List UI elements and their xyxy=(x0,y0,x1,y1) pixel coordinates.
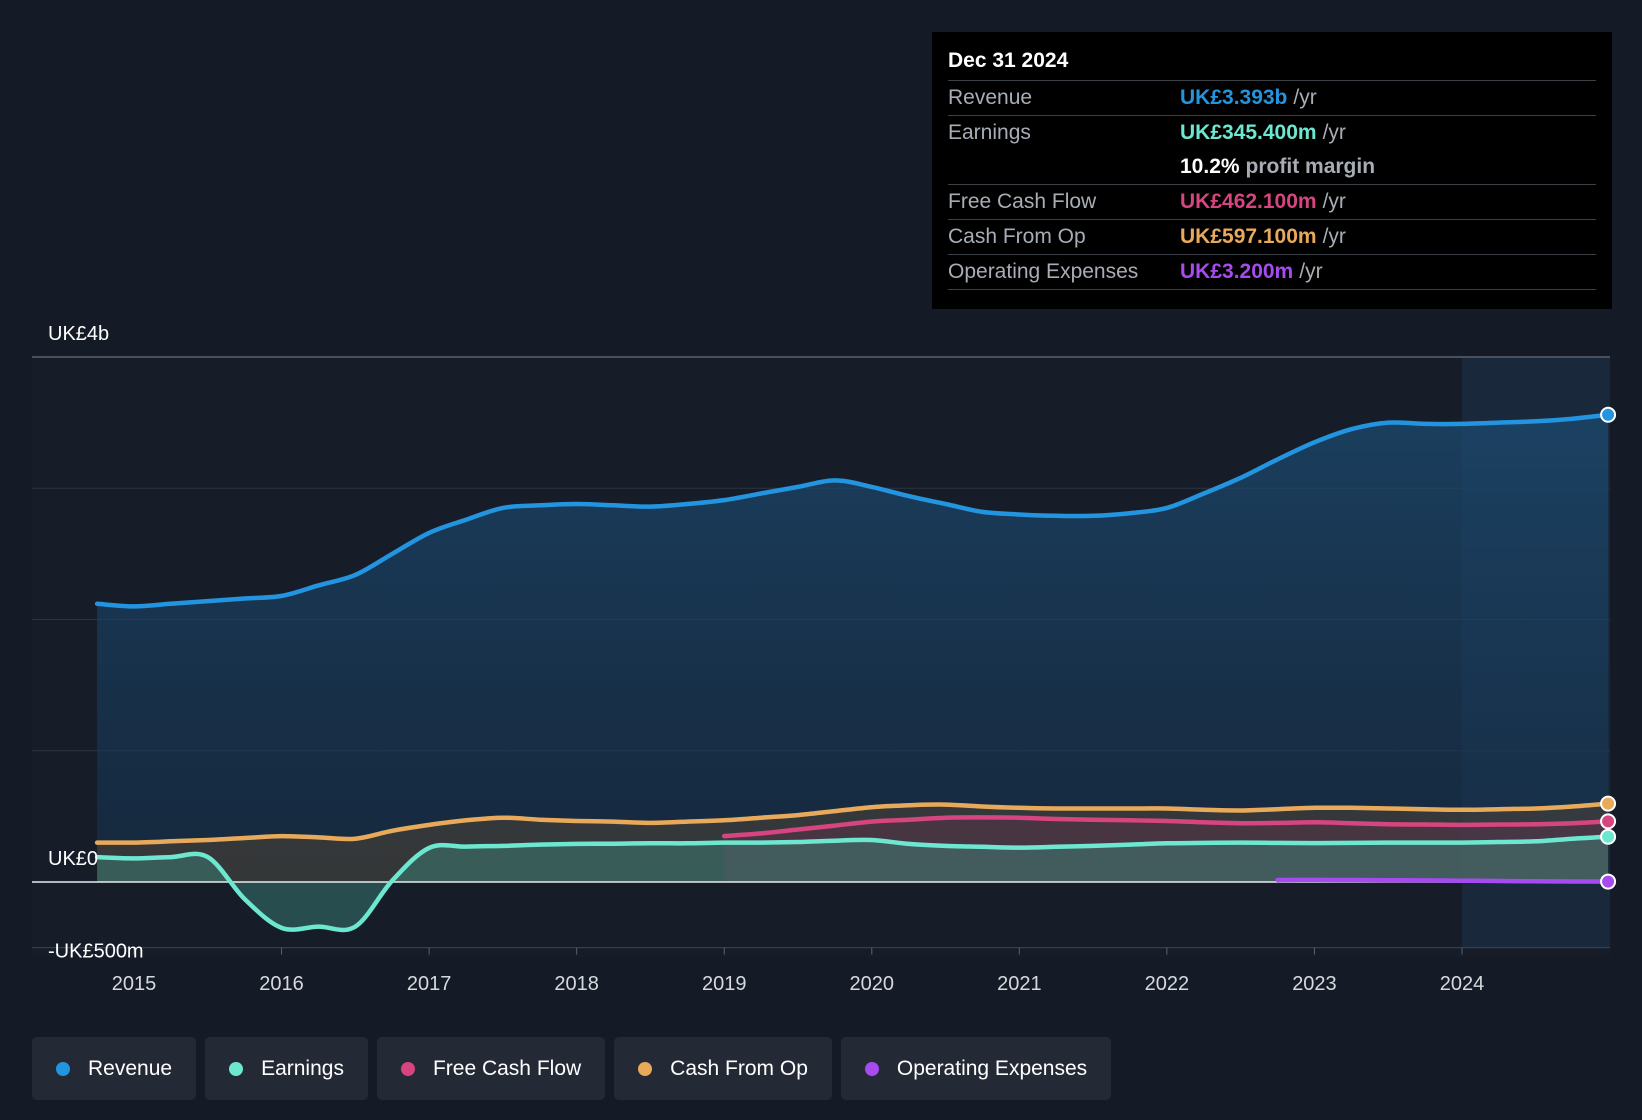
tooltip-cfo-unit: /yr xyxy=(1322,225,1346,248)
legend-item-cash-from-op[interactable]: Cash From Op xyxy=(614,1037,832,1100)
legend-label-earnings: Earnings xyxy=(261,1056,344,1080)
y-tick-label--500: -UK£500m xyxy=(48,941,144,963)
tooltip-cfo-label: Cash From Op xyxy=(948,225,1086,248)
x-tick-label-2017: 2017 xyxy=(407,973,452,995)
tooltip-row-fcf: Free Cash Flow UK£462.100m /yr xyxy=(948,184,1596,219)
revenue-end-marker xyxy=(1600,406,1617,423)
tooltip-opex-label: Operating Expenses xyxy=(948,260,1139,283)
opex-end-marker xyxy=(1600,873,1617,890)
fcf-area xyxy=(724,817,1609,882)
tooltip-panel: Dec 31 2024 Revenue UK£3.393b /yr Earnin… xyxy=(932,32,1612,309)
cfo-line xyxy=(94,801,1611,845)
earnings-end-marker xyxy=(1600,828,1617,845)
x-tick-label-2016: 2016 xyxy=(259,973,304,995)
tooltip-margin-value: 10.2% xyxy=(1180,155,1240,178)
tooltip-cfo-value: UK£597.100m xyxy=(1180,225,1317,248)
tooltip-row-opex: Operating Expenses UK£3.200m /yr xyxy=(948,254,1596,290)
tooltip-revenue-unit: /yr xyxy=(1293,86,1317,109)
x-tick-label-2021: 2021 xyxy=(997,973,1042,995)
revenue-line xyxy=(94,412,1611,609)
x-tick-label-2018: 2018 xyxy=(554,973,599,995)
tooltip-opex-value: UK£3.200m xyxy=(1180,260,1294,283)
legend-label-operating-expenses: Operating Expenses xyxy=(896,1056,1088,1080)
tooltip-row-revenue: Revenue UK£3.393b /yr xyxy=(948,80,1596,115)
tooltip-fcf-unit: /yr xyxy=(1322,190,1346,213)
tooltip-revenue-value: UK£3.393b xyxy=(1180,86,1288,109)
tooltip-opex-unit: /yr xyxy=(1299,260,1323,283)
x-tick-label-2022: 2022 xyxy=(1145,973,1190,995)
tooltip-fcf-label: Free Cash Flow xyxy=(948,190,1097,213)
legend: Revenue Earnings Free Cash Flow Cash Fro… xyxy=(32,1037,1112,1100)
cash-from-op-dot-icon xyxy=(638,1061,653,1076)
earnings-line xyxy=(94,834,1611,933)
operating-expenses-dot-icon xyxy=(864,1061,879,1076)
tooltip-margin-label: profit margin xyxy=(1245,155,1376,178)
x-tick-label-2015: 2015 xyxy=(112,973,157,995)
revenue-area xyxy=(97,414,1609,882)
earnings-area xyxy=(97,836,1609,930)
x-tick-label-2020: 2020 xyxy=(850,973,895,995)
tooltip-fcf-value: UK£462.100m xyxy=(1180,190,1317,213)
y-tick-label-0: UK£0 xyxy=(48,848,98,870)
tooltip-earnings-label: Earnings xyxy=(948,121,1031,144)
tooltip-row-earnings: Earnings UK£345.400m /yr xyxy=(948,115,1596,150)
legend-item-operating-expenses[interactable]: Operating Expenses xyxy=(840,1037,1112,1100)
legend-item-revenue[interactable]: Revenue xyxy=(32,1037,197,1100)
earnings-dot-icon xyxy=(229,1061,244,1076)
legend-label-cash-from-op: Cash From Op xyxy=(670,1056,808,1080)
opex-line xyxy=(1275,877,1611,884)
legend-label-free-cash-flow: Free Cash Flow xyxy=(432,1056,582,1080)
fcf-line xyxy=(721,815,1611,839)
legend-item-free-cash-flow[interactable]: Free Cash Flow xyxy=(376,1037,606,1100)
tooltip-row-cfo: Cash From Op UK£597.100m /yr xyxy=(948,219,1596,254)
x-tick-label-2024: 2024 xyxy=(1440,973,1485,995)
tooltip-revenue-label: Revenue xyxy=(948,86,1033,109)
fcf-end-marker xyxy=(1600,813,1617,830)
cfo-end-marker xyxy=(1600,795,1617,812)
y-tick-label-4000: UK£4b xyxy=(48,323,109,345)
tooltip-earnings-unit: /yr xyxy=(1322,121,1346,144)
free-cash-flow-dot-icon xyxy=(400,1061,415,1076)
legend-label-revenue: Revenue xyxy=(88,1056,173,1080)
x-tick-label-2023: 2023 xyxy=(1292,973,1337,995)
x-tick-label-2019: 2019 xyxy=(702,973,747,995)
tooltip-earnings-value: UK£345.400m xyxy=(1180,121,1317,144)
tooltip-date: Dec 31 2024 xyxy=(948,49,1069,72)
tooltip-row-margin: 10.2% profit margin xyxy=(948,150,1596,184)
legend-item-earnings[interactable]: Earnings xyxy=(205,1037,368,1100)
revenue-dot-icon xyxy=(56,1061,70,1076)
